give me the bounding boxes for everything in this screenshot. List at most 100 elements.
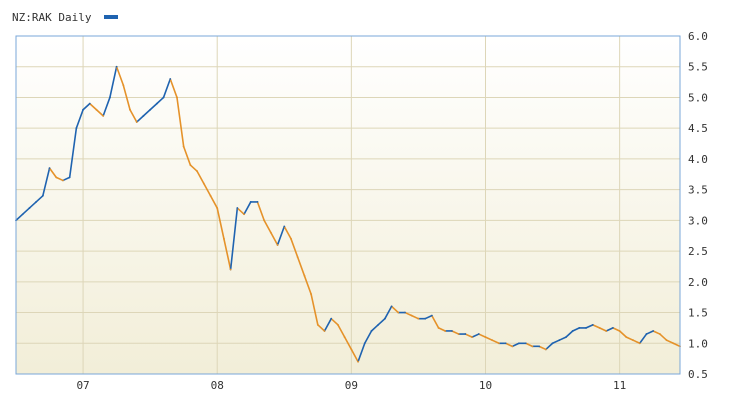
series-0-segment-89 — [605, 327, 614, 332]
series-0-point-76 — [524, 342, 527, 345]
series-0-point-63 — [437, 327, 440, 329]
series-0-point-20 — [149, 108, 152, 111]
series-0-point-86 — [591, 323, 594, 326]
series-0-point-49 — [343, 336, 346, 339]
series-0-point-59 — [410, 314, 413, 317]
y-tick-label-6: 3.5 — [688, 184, 708, 197]
series-0-point-95 — [652, 330, 655, 332]
series-0-segment-27 — [189, 164, 198, 172]
series-0-point-93 — [638, 342, 641, 345]
series-0-segment-37 — [256, 201, 265, 222]
series-0-segment-35 — [243, 201, 252, 216]
series-0-segment-28 — [196, 170, 205, 185]
x-tick-label-2: 09 — [345, 379, 358, 392]
series-0-segment-5 — [42, 167, 51, 197]
series-0-point-24 — [176, 96, 178, 99]
series-0-segment-31 — [216, 207, 225, 240]
series-0-point-55 — [383, 317, 386, 320]
series-0-point-38 — [269, 231, 272, 234]
series-0-point-91 — [625, 336, 628, 339]
series-0-point-30 — [216, 207, 219, 209]
series-0-segment-12 — [88, 102, 98, 111]
series-0-segment-18 — [129, 108, 138, 123]
series-0-segment-20 — [142, 108, 151, 117]
series-0-segment-11 — [82, 102, 91, 111]
series-0-point-97 — [665, 339, 668, 342]
series-0-point-15 — [115, 65, 118, 68]
y-tick-label-4: 2.5 — [688, 245, 708, 258]
series-0-point-96 — [658, 333, 661, 335]
series-0-point-51 — [357, 360, 359, 363]
series-0-point-74 — [511, 345, 514, 348]
series-0-segment-26 — [182, 145, 192, 166]
series-0-segment-43 — [296, 256, 306, 277]
series-0-point-42 — [296, 256, 299, 259]
series-0-segment-60 — [410, 314, 420, 320]
series-0-point-29 — [209, 194, 212, 197]
series-0-point-25 — [182, 145, 185, 148]
series-0-point-87 — [598, 327, 601, 329]
series-0-point-39 — [276, 244, 279, 246]
series-0-segment-98 — [665, 339, 675, 345]
series-0-segment-9 — [68, 127, 78, 179]
series-0-segment-25 — [176, 96, 185, 148]
series-0-segment-74 — [504, 342, 514, 348]
series-0-point-66 — [457, 333, 460, 335]
series-0-segment-84 — [571, 327, 581, 332]
series-0-point-50 — [350, 348, 353, 351]
series-0-point-71 — [491, 339, 494, 342]
y-tick-label-3: 2.0 — [688, 276, 708, 289]
series-0-point-64 — [444, 330, 447, 332]
y-tick-label-2: 1.5 — [688, 307, 708, 320]
series-0-point-79 — [544, 348, 547, 351]
series-0-segment-55 — [377, 317, 386, 326]
series-0-segment-16 — [115, 65, 125, 86]
series-0-segment-70 — [477, 333, 487, 338]
series-0-point-46 — [323, 330, 326, 332]
series-0-point-48 — [337, 323, 339, 326]
series-0-segment-39 — [270, 231, 279, 246]
series-0-point-81 — [558, 339, 561, 342]
series-0-point-19 — [142, 114, 145, 117]
series-0-point-18 — [135, 121, 138, 123]
series-0-point-21 — [155, 102, 158, 105]
series-0-point-13 — [102, 114, 105, 117]
series-0-point-89 — [612, 327, 614, 329]
series-0-segment-54 — [370, 324, 379, 332]
series-0-point-61 — [424, 317, 427, 320]
series-0-point-54 — [377, 323, 380, 326]
series-0-segment-4 — [35, 194, 44, 203]
series-0-point-75 — [518, 342, 520, 345]
series-0-point-3 — [35, 201, 38, 203]
series-0-point-37 — [263, 219, 266, 222]
series-0-point-35 — [249, 201, 252, 203]
series-0-segment-3 — [28, 201, 37, 209]
series-0-segment-50 — [343, 336, 353, 351]
series-0-segment-94 — [638, 333, 648, 345]
series-0-point-32 — [229, 268, 232, 271]
series-0-point-92 — [632, 339, 634, 342]
series-0-segment-10 — [75, 108, 84, 129]
series-0-point-47 — [330, 317, 333, 320]
series-0-segment-52 — [357, 342, 366, 363]
series-0-point-26 — [189, 164, 192, 166]
plot-background — [16, 36, 680, 374]
legend-label: NZ:RAK Daily — [12, 11, 92, 24]
series-0-segment-48 — [330, 317, 339, 326]
series-0-segment-8 — [62, 176, 71, 182]
x-tick-label-0: 07 — [76, 379, 89, 392]
series-0-point-80 — [551, 342, 554, 345]
x-axis: 07 08 09 10 11 — [76, 379, 626, 392]
y-tick-label-11: 6.0 — [688, 30, 708, 43]
series-0-point-8 — [68, 176, 71, 179]
series-0-segment-80 — [545, 342, 554, 351]
series-0-point-7 — [62, 179, 64, 182]
series-0-point-88 — [605, 330, 608, 332]
series-0-segment-15 — [109, 65, 118, 99]
series-0-segment-42 — [290, 238, 299, 259]
series-0-point-11 — [88, 102, 91, 105]
series-0-segment-7 — [55, 176, 64, 182]
series-0-point-36 — [256, 201, 259, 203]
series-0-segment-19 — [135, 115, 145, 123]
series-0-point-44 — [310, 293, 313, 296]
